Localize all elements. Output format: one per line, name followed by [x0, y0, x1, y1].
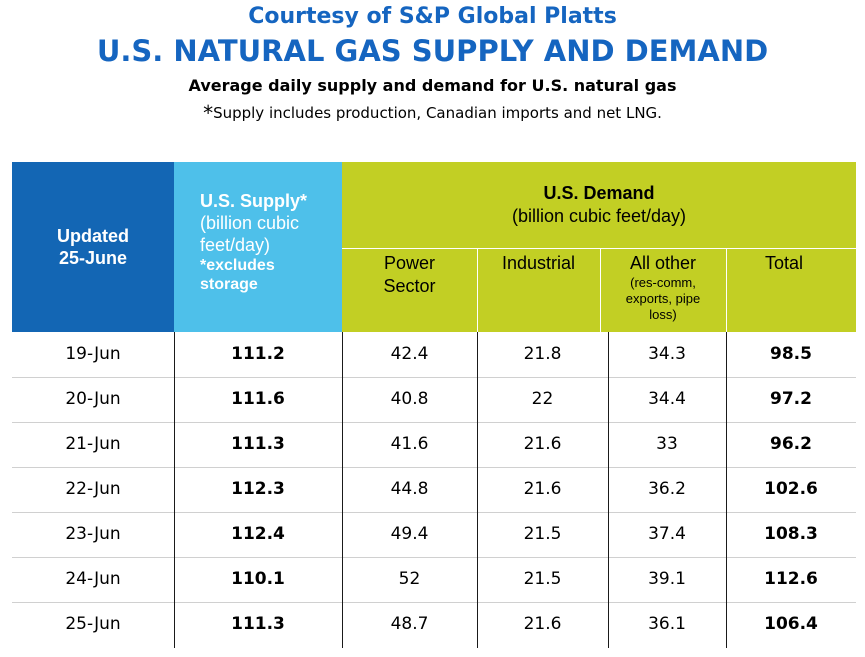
row-divider — [12, 377, 856, 378]
row-divider — [12, 602, 856, 603]
demand-col-divider — [477, 249, 478, 332]
cell-industrial: 21.6 — [523, 434, 562, 454]
cell-total: 96.2 — [770, 434, 812, 454]
cell-supply: 110.1 — [231, 569, 285, 589]
table-row: 25-Jun 111.3 48.7 21.6 36.1 106.4 — [12, 602, 856, 647]
cell-total: 97.2 — [770, 389, 812, 409]
cell-other: 36.2 — [648, 479, 686, 499]
col-header-other-title: All other — [629, 253, 697, 273]
cell-industrial: 21.5 — [523, 569, 562, 589]
footnote-star: * — [203, 101, 214, 125]
supply-note-line1: *excludes — [200, 257, 275, 274]
cell-other: 37.4 — [648, 524, 686, 544]
demand-title: U.S. Demand — [543, 183, 655, 203]
cell-other: 34.3 — [648, 344, 686, 364]
cell-power: 48.7 — [390, 614, 429, 634]
col-header-other-detail1: (res-comm, — [630, 275, 696, 290]
page-subtitle: Average daily supply and demand for U.S.… — [188, 76, 677, 95]
cell-date: 25-Jun — [65, 614, 121, 634]
cell-other: 34.4 — [648, 389, 686, 409]
cell-date: 23-Jun — [65, 524, 121, 544]
supply-note-line2: storage — [200, 276, 258, 293]
cell-power: 40.8 — [390, 389, 429, 409]
cell-supply: 111.3 — [231, 614, 285, 634]
supply-units-line2: feet/day) — [200, 235, 271, 255]
cell-total: 98.5 — [770, 344, 812, 364]
footnote-text: Supply includes production, Canadian imp… — [213, 104, 662, 122]
table-row: 22-Jun 112.3 44.8 21.6 36.2 102.6 — [12, 467, 856, 512]
col-header-industrial: Industrial — [501, 253, 576, 273]
demand-units: (billion cubic feet/day) — [511, 206, 687, 226]
table-row: 19-Jun 111.2 42.4 21.8 34.3 98.5 — [12, 332, 856, 377]
demand-header-bg — [342, 162, 856, 332]
cell-other: 33 — [656, 434, 678, 454]
cell-supply: 112.4 — [231, 524, 285, 544]
cell-total: 102.6 — [764, 479, 818, 499]
cell-supply: 112.3 — [231, 479, 285, 499]
cell-industrial: 22 — [531, 389, 554, 409]
column-divider — [174, 332, 175, 648]
cell-other: 39.1 — [648, 569, 686, 589]
demand-divider — [342, 248, 856, 249]
cell-industrial: 21.5 — [523, 524, 562, 544]
cell-industrial: 21.6 — [523, 479, 562, 499]
cell-total: 106.4 — [764, 614, 818, 634]
updated-header: Updated 25-June — [12, 162, 174, 332]
col-header-other: All other (res-comm, exports, pipe loss) — [600, 252, 726, 323]
col-header-other-detail3: loss) — [649, 307, 677, 322]
demand-col-divider — [600, 249, 601, 332]
cell-power: 44.8 — [390, 479, 429, 499]
cell-date: 22-Jun — [65, 479, 121, 499]
cell-supply: 111.6 — [231, 389, 285, 409]
courtesy-line: Courtesy of S&P Global Platts — [248, 4, 617, 29]
col-header-power: Power Sector — [342, 252, 477, 298]
supply-demand-table: Updated 25-June U.S. Supply* (billion cu… — [12, 162, 856, 648]
table-row: 21-Jun 111.3 41.6 21.6 33 96.2 — [12, 422, 856, 467]
column-divider — [342, 332, 343, 648]
col-header-total: Total — [764, 253, 804, 273]
page-title: U.S. NATURAL GAS SUPPLY AND DEMAND — [96, 34, 769, 68]
row-divider — [12, 557, 856, 558]
cell-date: 20-Jun — [65, 389, 121, 409]
cell-power: 49.4 — [390, 524, 429, 544]
cell-power: 42.4 — [390, 344, 429, 364]
supply-title: U.S. Supply* — [200, 191, 308, 211]
col-header-power-line1: Power — [383, 253, 436, 273]
table-row: 20-Jun 111.6 40.8 22 34.4 97.2 — [12, 377, 856, 422]
cell-total: 108.3 — [764, 524, 818, 544]
cell-total: 112.6 — [764, 569, 818, 589]
row-divider — [12, 467, 856, 468]
cell-date: 24-Jun — [65, 569, 121, 589]
table-row: 24-Jun 110.1 52 21.5 39.1 112.6 — [12, 557, 856, 602]
column-divider — [477, 332, 478, 648]
cell-power: 52 — [398, 569, 421, 589]
column-divider — [726, 332, 727, 648]
row-divider — [12, 512, 856, 513]
updated-date: 25-June — [58, 248, 128, 268]
cell-other: 36.1 — [648, 614, 686, 634]
supply-units-line1: (billion cubic — [200, 213, 300, 233]
demand-col-divider — [726, 249, 727, 332]
col-header-power-line2: Sector — [383, 276, 436, 296]
column-divider — [608, 332, 609, 648]
cell-industrial: 21.8 — [523, 344, 562, 364]
cell-date: 21-Jun — [65, 434, 121, 454]
cell-industrial: 21.6 — [523, 614, 562, 634]
cell-supply: 111.2 — [231, 344, 285, 364]
cell-supply: 111.3 — [231, 434, 285, 454]
updated-label: Updated — [57, 226, 129, 246]
col-header-other-detail2: exports, pipe — [625, 291, 701, 306]
cell-date: 19-Jun — [65, 344, 121, 364]
row-divider — [12, 422, 856, 423]
supply-header: U.S. Supply* (billion cubic feet/day) *e… — [174, 162, 342, 332]
cell-power: 41.6 — [390, 434, 429, 454]
demand-header-title: U.S. Demand (billion cubic feet/day) — [342, 182, 856, 228]
supply-footnote: *Supply includes production, Canadian im… — [0, 101, 865, 125]
table-row: 23-Jun 112.4 49.4 21.5 37.4 108.3 — [12, 512, 856, 557]
